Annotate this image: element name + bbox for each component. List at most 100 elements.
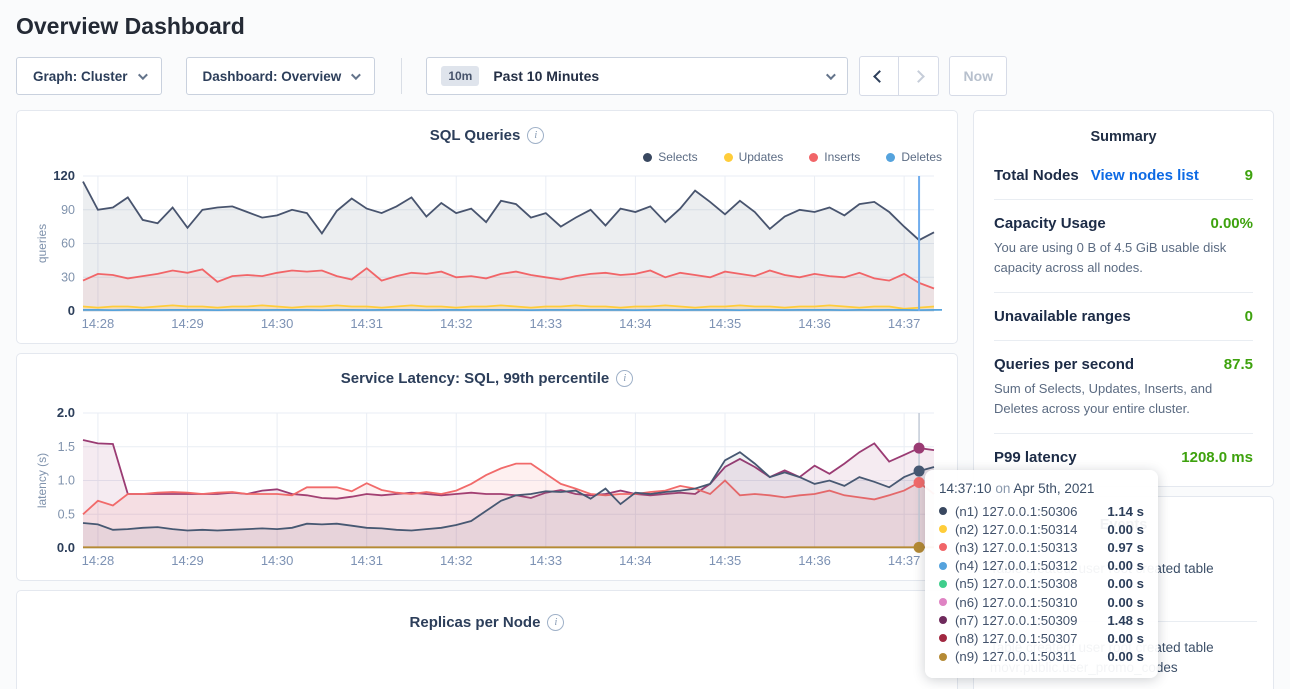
view-nodes-list-link[interactable]: View nodes list bbox=[1090, 167, 1199, 184]
dashboard-selector-label: Dashboard: Overview bbox=[202, 68, 342, 84]
svg-text:30: 30 bbox=[61, 270, 75, 284]
svg-text:120: 120 bbox=[53, 168, 75, 183]
node-value: 0.00 s bbox=[1107, 630, 1144, 646]
svg-text:latency (s): latency (s) bbox=[35, 453, 49, 508]
time-range-badge: 10m bbox=[441, 66, 480, 86]
svg-text:14:30: 14:30 bbox=[261, 553, 294, 568]
svg-text:14:35: 14:35 bbox=[709, 553, 742, 568]
svg-text:0.0: 0.0 bbox=[57, 540, 75, 555]
capacity-usage-row: Capacity Usage 0.00% bbox=[994, 215, 1253, 232]
time-step-buttons bbox=[859, 56, 940, 96]
svg-text:14:36: 14:36 bbox=[798, 553, 831, 568]
svg-text:14:29: 14:29 bbox=[171, 553, 204, 568]
info-icon[interactable]: i bbox=[616, 369, 634, 387]
node-color-dot-icon bbox=[939, 579, 947, 588]
service-latency-card: Service Latency: SQL, 99th percentile i … bbox=[16, 353, 958, 581]
unavailable-ranges-row: Unavailable ranges 0 bbox=[994, 308, 1253, 325]
svg-text:14:34: 14:34 bbox=[619, 316, 652, 331]
svg-text:14:30: 14:30 bbox=[261, 316, 294, 331]
svg-text:14:29: 14:29 bbox=[171, 316, 204, 331]
node-label: (n7) 127.0.0.1:50309 bbox=[955, 612, 1078, 628]
svg-text:14:37: 14:37 bbox=[888, 553, 921, 568]
time-next-button[interactable] bbox=[899, 56, 940, 96]
summary-card: Summary Total Nodes View nodes list 9 Ca… bbox=[973, 110, 1274, 487]
divider bbox=[994, 340, 1253, 341]
svg-text:14:28: 14:28 bbox=[82, 316, 115, 331]
node-label: (n1) 127.0.0.1:50306 bbox=[955, 503, 1078, 519]
node-label: (n5) 127.0.0.1:50308 bbox=[955, 576, 1078, 592]
qps-desc: Sum of Selects, Updates, Inserts, and De… bbox=[994, 381, 1213, 416]
node-color-dot-icon bbox=[939, 525, 947, 534]
svg-text:14:31: 14:31 bbox=[350, 553, 383, 568]
svg-text:14:36: 14:36 bbox=[798, 316, 831, 331]
total-nodes-value: 9 bbox=[1244, 167, 1253, 184]
node-color-dot-icon bbox=[939, 598, 947, 607]
time-prev-button[interactable] bbox=[859, 56, 900, 96]
info-icon[interactable]: i bbox=[547, 613, 565, 631]
time-range-picker[interactable]: 10m Past 10 Minutes bbox=[426, 57, 849, 95]
service-latency-title-row: Service Latency: SQL, 99th percentile i bbox=[32, 367, 942, 389]
legend-item-selects[interactable]: Selects bbox=[643, 148, 698, 166]
total-nodes-row: Total Nodes View nodes list 9 bbox=[994, 167, 1253, 184]
tooltip-node-row: (n2) 127.0.0.1:50314 0.00 s bbox=[939, 520, 1144, 538]
node-value: 0.00 s bbox=[1107, 594, 1144, 610]
node-value: 1.14 s bbox=[1107, 503, 1144, 519]
chevron-down-icon bbox=[826, 69, 837, 80]
controls-divider bbox=[401, 58, 403, 94]
deletes-dot-icon bbox=[886, 152, 896, 162]
node-value: 0.00 s bbox=[1107, 576, 1144, 592]
svg-text:14:28: 14:28 bbox=[82, 553, 115, 568]
qps-value: 87.5 bbox=[1223, 356, 1253, 373]
legend-label: Selects bbox=[658, 150, 698, 164]
now-button[interactable]: Now bbox=[949, 56, 1008, 96]
divider bbox=[994, 433, 1253, 434]
time-range-label: Past 10 Minutes bbox=[493, 68, 600, 84]
svg-text:14:32: 14:32 bbox=[440, 553, 473, 568]
svg-text:14:32: 14:32 bbox=[440, 316, 473, 331]
controls-row: Graph: Cluster Dashboard: Overview 10m P… bbox=[16, 56, 1274, 96]
sql-queries-card: SQL Queries i Selects Updates Inserts bbox=[16, 110, 958, 344]
unavailable-ranges-value: 0 bbox=[1244, 308, 1253, 325]
node-color-dot-icon bbox=[939, 634, 947, 643]
svg-text:1.0: 1.0 bbox=[58, 474, 75, 488]
page-title: Overview Dashboard bbox=[16, 13, 245, 39]
tooltip-node-row: (n9) 127.0.0.1:50311 0.00 s bbox=[939, 648, 1144, 666]
tooltip-node-row: (n5) 127.0.0.1:50308 0.00 s bbox=[939, 575, 1144, 593]
info-icon[interactable]: i bbox=[527, 126, 545, 144]
node-color-dot-icon bbox=[939, 561, 947, 570]
legend-item-updates[interactable]: Updates bbox=[723, 148, 784, 166]
tooltip-node-row: (n7) 127.0.0.1:50309 1.48 s bbox=[939, 611, 1144, 629]
svg-text:14:33: 14:33 bbox=[530, 553, 563, 568]
svg-text:0: 0 bbox=[68, 303, 75, 318]
node-label: (n2) 127.0.0.1:50314 bbox=[955, 521, 1078, 537]
node-color-dot-icon bbox=[939, 543, 947, 552]
sql-queries-chart[interactable]: 14:28 14:29 14:30 14:31 14:32 14:33 14:34 14:35… bbox=[32, 168, 949, 339]
selects-dot-icon bbox=[643, 152, 653, 162]
summary-header: Summary bbox=[1090, 129, 1157, 145]
legend-item-inserts[interactable]: Inserts bbox=[809, 148, 860, 166]
dashboard-selector-dropdown[interactable]: Dashboard: Overview bbox=[185, 57, 376, 95]
svg-text:14:34: 14:34 bbox=[619, 553, 652, 568]
node-value: 0.00 s bbox=[1107, 558, 1144, 574]
node-label: (n6) 127.0.0.1:50310 bbox=[955, 594, 1078, 610]
svg-text:1.5: 1.5 bbox=[58, 440, 75, 454]
capacity-usage-desc: You are using 0 B of 4.5 GiB usable disk… bbox=[994, 240, 1227, 275]
service-latency-chart[interactable]: 14:28 14:29 14:30 14:31 14:32 14:33 14:34 14:35… bbox=[32, 405, 942, 576]
node-color-dot-icon bbox=[939, 507, 947, 516]
tooltip-node-row: (n3) 127.0.0.1:50313 0.97 s bbox=[939, 538, 1144, 556]
replicas-title-row: Replicas per Node i bbox=[32, 611, 942, 633]
svg-text:14:31: 14:31 bbox=[350, 316, 383, 331]
svg-text:14:37: 14:37 bbox=[888, 316, 921, 331]
tooltip-node-row: (n1) 127.0.0.1:50306 1.14 s bbox=[939, 502, 1144, 520]
qps-label: Queries per second bbox=[994, 356, 1135, 373]
node-label: (n3) 127.0.0.1:50313 bbox=[955, 539, 1078, 555]
node-value: 1.48 s bbox=[1107, 612, 1144, 628]
legend-item-deletes[interactable]: Deletes bbox=[886, 148, 942, 166]
legend-label: Updates bbox=[738, 150, 784, 164]
node-value: 0.00 s bbox=[1107, 521, 1144, 537]
graph-selector-dropdown[interactable]: Graph: Cluster bbox=[16, 57, 162, 95]
tooltip-timestamp: 14:37:10 on Apr 5th, 2021 bbox=[939, 481, 1095, 496]
svg-text:0.5: 0.5 bbox=[58, 507, 75, 521]
chevron-right-icon bbox=[912, 69, 926, 83]
